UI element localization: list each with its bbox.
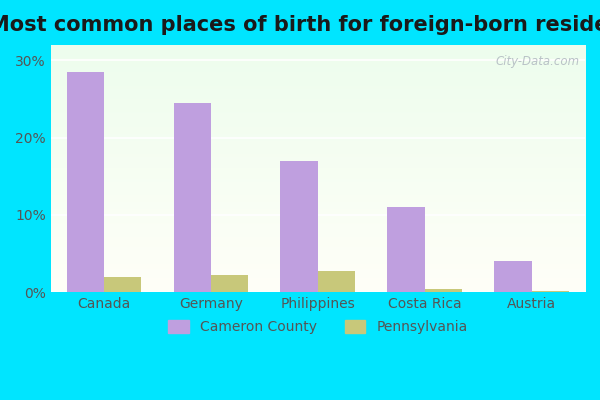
Bar: [532, 291, 569, 292]
Bar: [494, 261, 532, 292]
Bar: [318, 270, 355, 292]
Bar: [211, 275, 248, 292]
Legend: Cameron County, Pennsylvania: Cameron County, Pennsylvania: [162, 314, 473, 340]
Bar: [173, 103, 211, 292]
Bar: [280, 161, 318, 292]
Bar: [387, 207, 425, 292]
Bar: [67, 72, 104, 292]
Bar: [104, 277, 142, 292]
Text: City-Data.com: City-Data.com: [496, 55, 580, 68]
Bar: [425, 289, 462, 292]
Title: Most common places of birth for foreign-born residents: Most common places of birth for foreign-…: [0, 15, 600, 35]
